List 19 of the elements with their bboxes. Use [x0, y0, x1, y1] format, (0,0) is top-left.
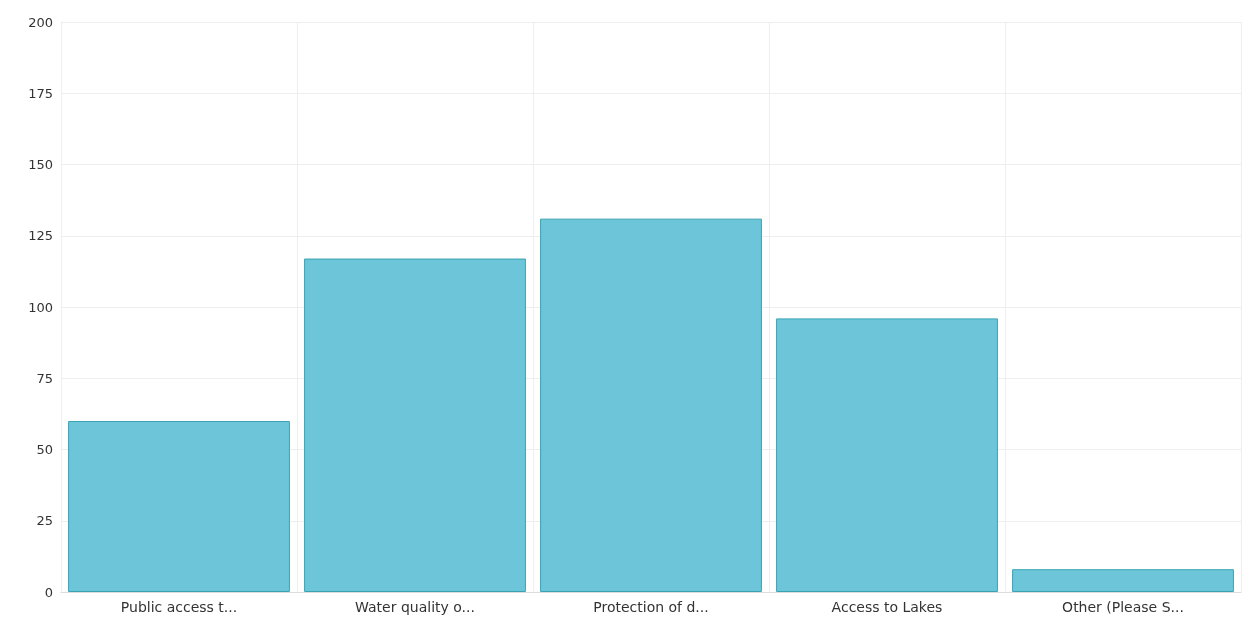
x-tick-label: Water quality o... [355, 599, 475, 615]
y-tick-label: 175 [28, 85, 53, 101]
bar [68, 421, 290, 592]
bar [776, 318, 998, 592]
y-tick-label: 75 [36, 370, 53, 386]
y-tick-label: 50 [36, 442, 53, 457]
x-tick-label: Access to Lakes [831, 599, 943, 615]
y-tick-label: 200 [28, 14, 53, 30]
x-tick-label: Other (Please S... [1062, 599, 1184, 615]
bar [540, 218, 762, 592]
y-tick-label: 100 [28, 299, 53, 315]
bar [1012, 569, 1234, 592]
bar [304, 258, 526, 592]
y-tick-label: 0 [44, 584, 53, 600]
y-tick-label: 150 [28, 157, 53, 172]
y-tick-label: 25 [36, 513, 53, 529]
y-tick-label: 125 [28, 228, 53, 244]
x-tick-label: Public access t... [120, 599, 238, 615]
x-tick-label: Protection of d... [593, 599, 709, 615]
